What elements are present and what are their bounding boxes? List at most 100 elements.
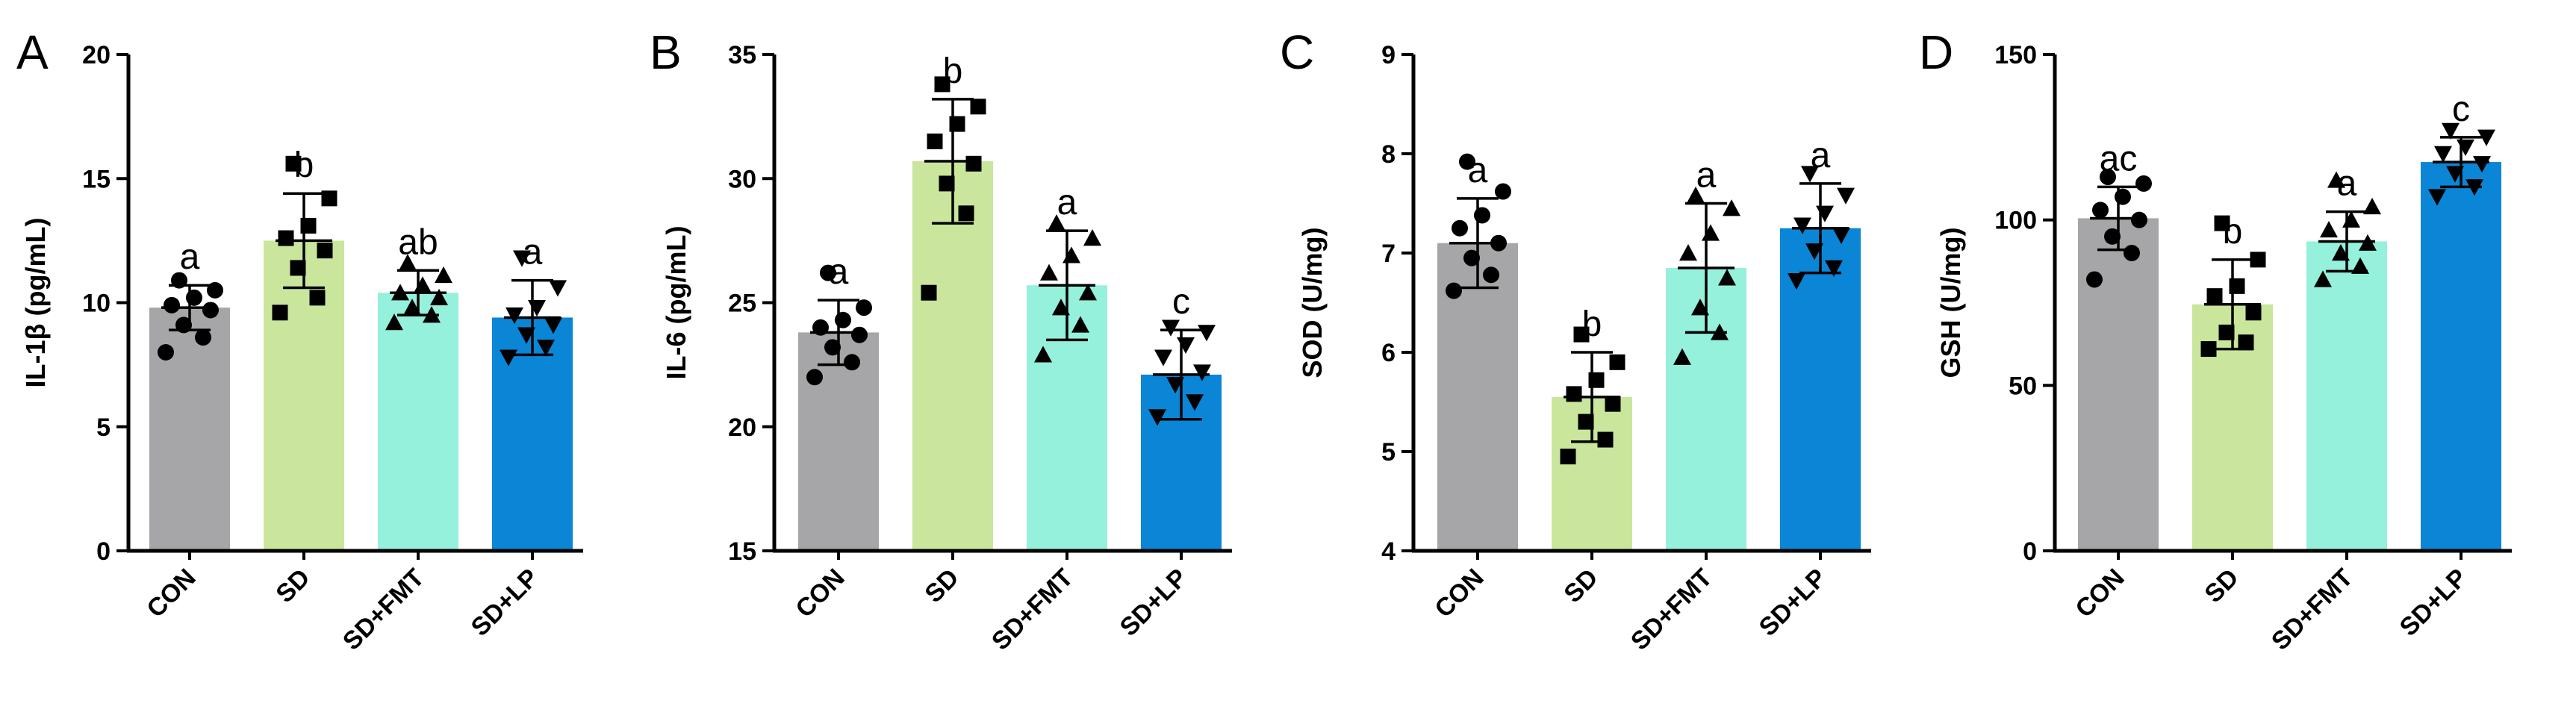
data-point-p3-g3-1 [2465, 179, 2483, 196]
bar-con [798, 332, 879, 551]
x-tick-label: CON [1429, 564, 1489, 623]
data-point-p3-g3-6 [2477, 129, 2495, 146]
data-point-p1-g2-2 [1052, 299, 1070, 316]
data-point-p3-g2-5 [2342, 210, 2360, 228]
data-point-p0-g0-6 [207, 281, 223, 299]
data-point-p0-g2-4 [391, 284, 409, 301]
significance-letter: c [1172, 282, 1190, 322]
y-tick-label: 20 [82, 41, 111, 69]
x-tick-label: SD+LP [1754, 564, 1832, 642]
data-point-p3-g0-5 [2115, 188, 2131, 205]
data-point-p0-g3-7 [513, 250, 531, 267]
data-point-p0-g0-2 [175, 316, 192, 334]
y-tick-label: 30 [728, 165, 756, 193]
data-point-p2-g0-0 [1446, 282, 1462, 299]
data-point-p0-g3-6 [549, 280, 567, 297]
bar-sd-lp [2421, 162, 2501, 552]
data-point-p2-g1-4 [1566, 386, 1582, 402]
data-point-p3-g3-7 [2442, 122, 2460, 140]
data-point-p2-g2-2 [1691, 299, 1709, 316]
data-point-p2-g1-5 [1588, 372, 1605, 388]
data-point-p0-g0-0 [158, 344, 174, 361]
data-point-p3-g2-0 [2314, 270, 2332, 287]
data-point-p2-g2-6 [1723, 199, 1740, 216]
bar-con [2078, 218, 2159, 551]
data-point-p3-g0-3 [2131, 211, 2147, 228]
data-point-p1-g3-5 [1177, 337, 1195, 355]
bar-sd [264, 240, 344, 551]
data-point-p3-g2-2 [2332, 244, 2350, 261]
data-point-p1-g0-6 [856, 299, 872, 316]
data-point-p1-g2-5 [1063, 246, 1080, 263]
data-point-p2-g2-7 [1687, 186, 1705, 204]
significance-letter: b [2223, 212, 2243, 252]
chart-panel-a: A IL-1β (pg/mL) a CON b SD ab SD+FMT a SD+LP 0 5 10 1… [16, 25, 583, 655]
y-axis-title: SOD (U/mg) [1297, 228, 1328, 378]
data-point-p2-g2-1 [1711, 323, 1729, 340]
x-tick-label: CON [790, 564, 850, 623]
data-point-p1-g2-0 [1034, 346, 1052, 363]
data-point-p0-g1-6 [321, 190, 337, 207]
data-point-p3-g2-3 [2359, 234, 2377, 251]
x-tick-label: SD [1558, 564, 1603, 608]
y-tick-label: 25 [728, 290, 756, 318]
data-point-p1-g0-4 [812, 319, 829, 336]
data-point-p0-g3-5 [528, 299, 546, 317]
data-point-p3-g0-0 [2086, 271, 2103, 288]
data-point-p0-g1-4 [278, 230, 294, 246]
data-point-p3-g1-1 [2238, 334, 2254, 351]
data-point-p3-g2-6 [2363, 197, 2381, 215]
data-point-p3-g1-0 [2200, 341, 2217, 358]
data-point-p3-g1-4 [2206, 288, 2223, 305]
data-point-p2-g3-4 [1793, 217, 1811, 234]
y-tick-label: 35 [728, 41, 756, 69]
data-point-p2-g0-2 [1463, 249, 1480, 266]
data-point-p3-g3-3 [2473, 156, 2491, 173]
data-point-p2-g3-3 [1832, 227, 1850, 245]
data-point-p3-g1-5 [2229, 278, 2245, 294]
significance-letter: ac [2100, 139, 2138, 178]
data-point-p1-g1-5 [949, 116, 965, 132]
data-point-p0-g1-1 [309, 290, 326, 306]
data-point-p2-g1-0 [1560, 449, 1576, 465]
y-tick-label: 4 [1381, 537, 1396, 566]
data-point-p0-g3-3 [544, 317, 562, 334]
data-point-p0-g2-0 [385, 313, 403, 331]
x-tick-label: SD+FMT [337, 564, 430, 656]
x-tick-label: SD [270, 564, 315, 608]
y-tick-label: 5 [96, 414, 111, 442]
data-point-p1-g1-4 [927, 133, 943, 149]
x-tick-label: CON [2070, 564, 2129, 623]
y-tick-label: 50 [2009, 372, 2037, 400]
data-point-p0-g1-0 [272, 305, 288, 321]
data-point-p0-g0-4 [164, 296, 180, 313]
data-point-p0-g1-7 [285, 155, 302, 172]
y-tick-label: 0 [96, 537, 111, 566]
data-point-p0-g2-5 [414, 276, 432, 293]
data-point-p2-g2-5 [1702, 224, 1720, 241]
data-point-p0-g1-2 [290, 260, 306, 276]
data-point-p1-g1-7 [934, 76, 951, 93]
data-point-p3-g0-7 [2100, 169, 2116, 186]
data-point-p0-g0-5 [186, 289, 202, 306]
data-point-p1-g3-6 [1198, 325, 1216, 342]
data-point-p2-g2-0 [1673, 348, 1691, 365]
data-point-p3-g1-3 [2245, 305, 2262, 321]
data-point-p1-g3-3 [1193, 364, 1211, 381]
x-tick-label: SD+FMT [986, 564, 1079, 656]
y-tick-label: 8 [1381, 140, 1396, 169]
data-point-p1-g0-2 [824, 339, 841, 356]
chart-panel-b: B IL-6 (pg/mL) a CON b SD a SD+FMT c SD+LP 15 20 25 3… [650, 25, 1232, 655]
data-point-p0-g3-0 [500, 349, 517, 366]
data-point-p2-g0-3 [1490, 234, 1507, 252]
data-point-p2-g1-1 [1597, 431, 1614, 448]
y-axis-title: IL-1β (pg/mL) [20, 218, 51, 388]
data-point-p3-g1-6 [2250, 252, 2266, 268]
data-point-p0-g3-1 [537, 340, 555, 357]
data-point-p1-g1-0 [921, 284, 937, 301]
y-tick-label: 10 [82, 290, 111, 318]
y-tick-label: 6 [1381, 339, 1396, 367]
y-tick-label: 9 [1381, 41, 1396, 69]
data-point-p2-g2-4 [1679, 244, 1697, 261]
